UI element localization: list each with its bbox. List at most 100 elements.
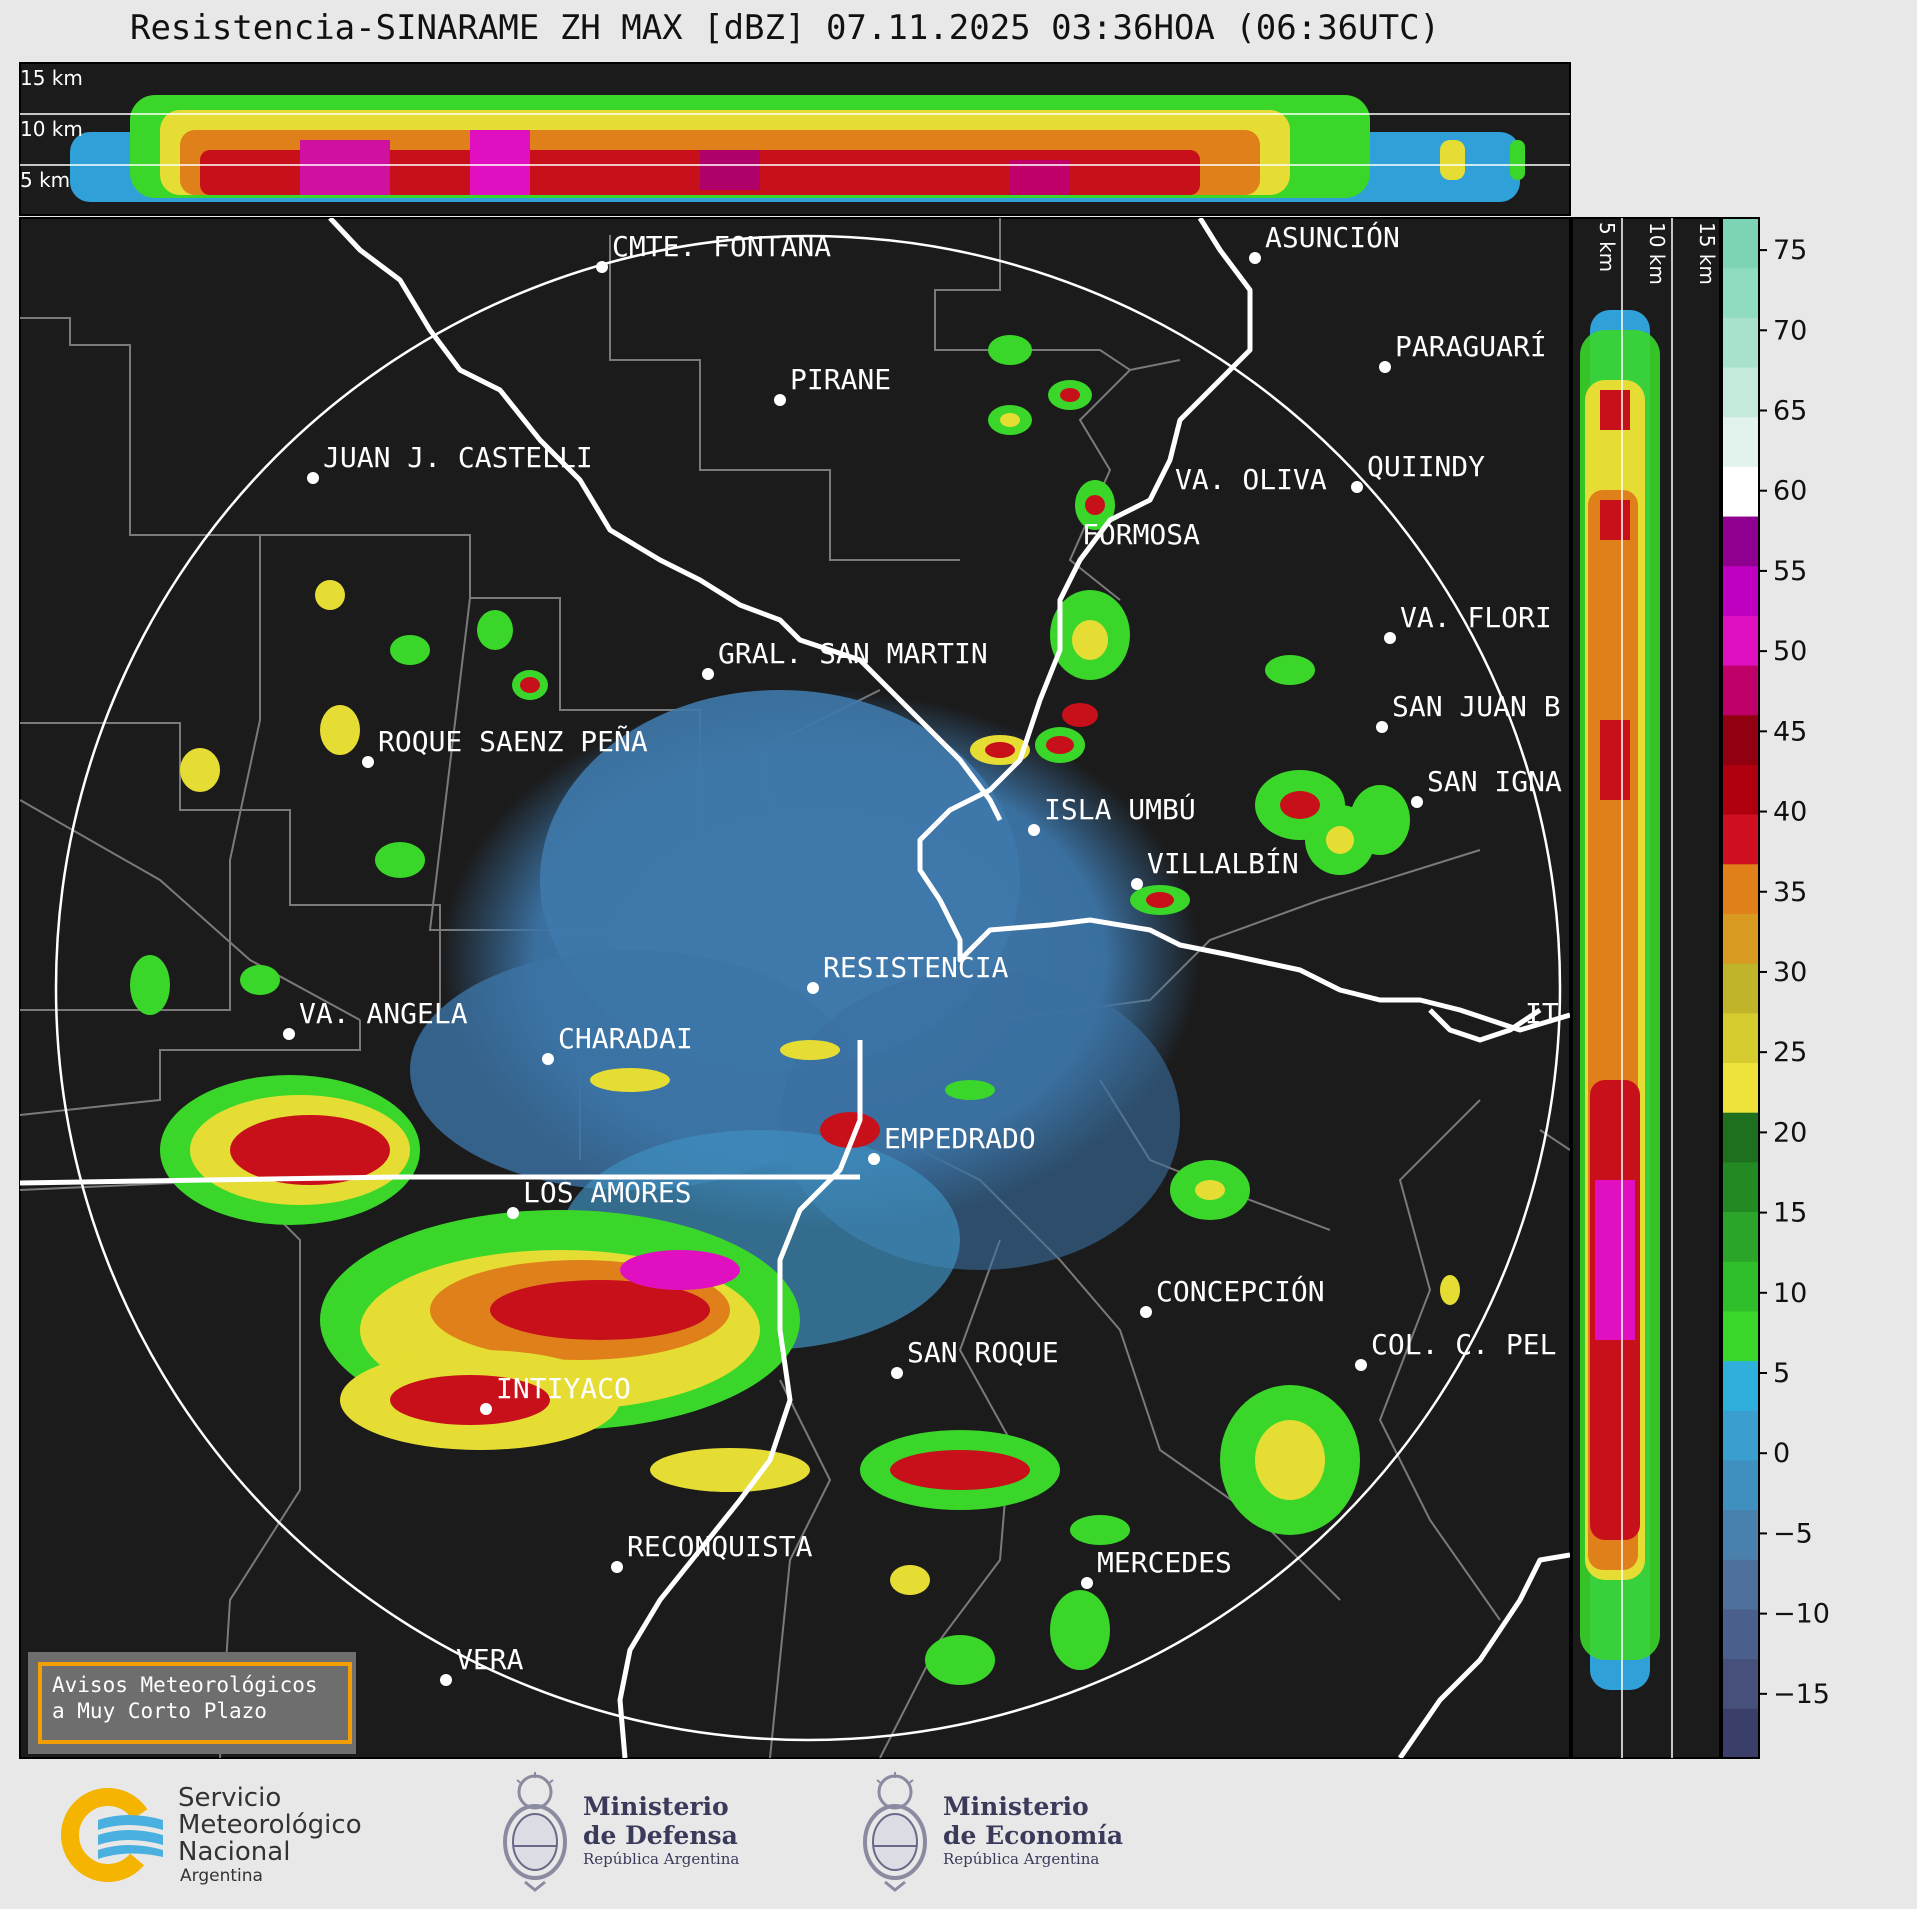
side-label-5km: 5 km bbox=[1595, 222, 1619, 272]
colorbar-swatch bbox=[1722, 963, 1759, 1014]
warning-line-2: a Muy Corto Plazo bbox=[52, 1699, 267, 1723]
page-title: Resistencia-SINARAME ZH MAX [dBZ] 07.11.… bbox=[129, 8, 1441, 48]
svg-text:QUIINDY: QUIINDY bbox=[1367, 450, 1485, 483]
svg-text:VILLALBÍN: VILLALBÍN bbox=[1147, 846, 1299, 880]
city-col-c-pel: COL. C. PEL bbox=[1355, 1328, 1556, 1371]
colorbar-swatch bbox=[1722, 814, 1759, 865]
svg-text:CONCEPCIÓN: CONCEPCIÓN bbox=[1156, 1274, 1325, 1308]
colorbar-swatch bbox=[1722, 1012, 1759, 1064]
city-va-angela: VA. ANGELA bbox=[283, 997, 468, 1040]
rivers bbox=[20, 218, 1570, 1758]
colorbar-swatch bbox=[1722, 665, 1759, 716]
city-concepcion: CONCEPCIÓN bbox=[1140, 1274, 1325, 1318]
side-label-15km: 15 km bbox=[1695, 222, 1719, 285]
city-reconquista: RECONQUISTA bbox=[611, 1530, 813, 1573]
colorbar-swatches bbox=[1722, 218, 1759, 1759]
colorbar-tick-label: 55 bbox=[1773, 556, 1807, 587]
colorbar-swatch bbox=[1722, 1112, 1759, 1163]
city-markers: CMTE. FONTANA ASUNCIÓN PARAGUARÍ PIRANE … bbox=[283, 220, 1562, 1686]
city-empedrado: EMPEDRADO bbox=[868, 1122, 1036, 1165]
colorbar-tick-label: 60 bbox=[1773, 476, 1807, 507]
city-roque-saenz-pena: ROQUE SAENZ PEÑA bbox=[362, 724, 648, 768]
city-vera: VERA bbox=[440, 1643, 524, 1686]
city-va-oliva: VA. OLIVA bbox=[1175, 463, 1327, 496]
defensa-line-2: de Defensa bbox=[583, 1821, 738, 1850]
svg-text:PARAGUARÍ: PARAGUARÍ bbox=[1395, 329, 1547, 363]
smn-line-4: Argentina bbox=[180, 1866, 263, 1886]
colorbar-tick-label: 10 bbox=[1773, 1278, 1807, 1309]
smn-logo: Servicio Meteorológico Nacional Argentin… bbox=[58, 1783, 398, 1886]
smn-emblem-icon bbox=[61, 1788, 163, 1882]
svg-text:ISLA UMBÚ: ISLA UMBÚ bbox=[1044, 792, 1196, 826]
svg-text:ROQUE SAENZ PEÑA: ROQUE SAENZ PEÑA bbox=[378, 724, 648, 758]
svg-text:VA. FLORI: VA. FLORI bbox=[1400, 601, 1552, 634]
colorbar-tick-label: 70 bbox=[1773, 315, 1807, 346]
svg-text:CHARADAI: CHARADAI bbox=[558, 1022, 693, 1055]
range-circle bbox=[54, 234, 1562, 1742]
colorbar-tick-label: −10 bbox=[1773, 1599, 1830, 1630]
colorbar-swatch bbox=[1722, 367, 1759, 418]
colorbar-swatch bbox=[1722, 317, 1759, 368]
top-cross-section-panel: 15 km 10 km 5 km bbox=[19, 62, 1571, 216]
svg-text:RESISTENCIA: RESISTENCIA bbox=[823, 951, 1009, 984]
city-paraguari: PARAGUARÍ bbox=[1379, 329, 1547, 373]
colorbar-tick-label: 30 bbox=[1773, 957, 1807, 988]
colorbar-swatch bbox=[1722, 913, 1759, 964]
colorbar-swatch bbox=[1722, 764, 1759, 815]
top-label-10km: 10 km bbox=[20, 117, 83, 141]
svg-text:COL. C. PEL: COL. C. PEL bbox=[1371, 1328, 1556, 1361]
smn-line-1: Servicio bbox=[178, 1783, 282, 1813]
colorbar-tick-label: 5 bbox=[1773, 1358, 1790, 1389]
colorbar-swatch bbox=[1722, 1708, 1759, 1759]
colorbar-tick-label: 50 bbox=[1773, 636, 1807, 667]
colorbar-swatch bbox=[1722, 1062, 1759, 1113]
svg-text:JUAN J. CASTELLI: JUAN J. CASTELLI bbox=[323, 441, 593, 474]
city-mercedes: MERCEDES bbox=[1081, 1546, 1232, 1589]
top-label-5km: 5 km bbox=[20, 168, 70, 192]
colorbar-swatch bbox=[1722, 516, 1759, 567]
colorbar-swatch bbox=[1722, 1310, 1759, 1362]
colorbar-swatch bbox=[1722, 565, 1759, 616]
colorbar-swatch bbox=[1722, 466, 1759, 517]
city-gral-san-martin: GRAL. SAN MARTIN bbox=[702, 637, 988, 680]
side-label-10km: 10 km bbox=[1645, 222, 1669, 285]
colorbar-tick-label: 25 bbox=[1773, 1037, 1807, 1068]
colorbar-tick-label: −15 bbox=[1773, 1679, 1830, 1710]
colorbar-swatch bbox=[1722, 1509, 1759, 1560]
economia-line-2: de Economía bbox=[943, 1821, 1124, 1850]
svg-text:VERA: VERA bbox=[456, 1643, 524, 1676]
argentina-coat-of-arms-icon bbox=[863, 1772, 927, 1892]
colorbar-swatch bbox=[1722, 1459, 1759, 1511]
city-los-amores: LOS AMORES bbox=[507, 1176, 692, 1219]
colorbar-tick-label: 15 bbox=[1773, 1198, 1807, 1229]
colorbar-swatch bbox=[1722, 1410, 1759, 1461]
city-formosa: FORMOSA bbox=[1082, 518, 1200, 551]
svg-text:GRAL. SAN MARTIN: GRAL. SAN MARTIN bbox=[718, 637, 988, 670]
colorbar-swatch bbox=[1722, 1658, 1759, 1709]
colorbar-tick-label: 0 bbox=[1773, 1438, 1790, 1469]
economia-line-3: República Argentina bbox=[943, 1850, 1100, 1868]
colorbar-tick-label: 75 bbox=[1773, 235, 1807, 266]
colorbar-swatch bbox=[1722, 1211, 1759, 1262]
svg-text:VA. ANGELA: VA. ANGELA bbox=[299, 997, 468, 1030]
colorbar-swatch bbox=[1722, 863, 1759, 914]
svg-text:PIRANE: PIRANE bbox=[790, 363, 891, 396]
colorbar-tick-label: 65 bbox=[1773, 396, 1807, 427]
warning-box[interactable]: Avisos Meteorológicos a Muy Corto Plazo bbox=[28, 1652, 356, 1754]
colorbar-tick-label: −5 bbox=[1773, 1518, 1813, 1549]
city-charadai: CHARADAI bbox=[542, 1022, 693, 1065]
smn-line-3: Nacional bbox=[178, 1837, 291, 1867]
svg-text:IT: IT bbox=[1525, 997, 1559, 1030]
svg-text:ASUNCIÓN: ASUNCIÓN bbox=[1265, 220, 1400, 254]
storm-cells bbox=[130, 335, 1460, 1685]
svg-text:INTIYACO: INTIYACO bbox=[496, 1372, 631, 1405]
city-san-roque: SAN ROQUE bbox=[891, 1336, 1059, 1379]
colorbar-tick-label: 40 bbox=[1773, 797, 1807, 828]
city-isla-umbu: ISLA UMBÚ bbox=[1028, 792, 1196, 836]
smn-line-2: Meteorológico bbox=[178, 1810, 362, 1840]
colorbar-swatch bbox=[1722, 218, 1759, 269]
city-va-flori: VA. FLORI bbox=[1384, 601, 1552, 644]
defensa-logo: Ministerio de Defensa República Argentin… bbox=[495, 1770, 755, 1900]
colorbar-swatch bbox=[1722, 714, 1759, 765]
